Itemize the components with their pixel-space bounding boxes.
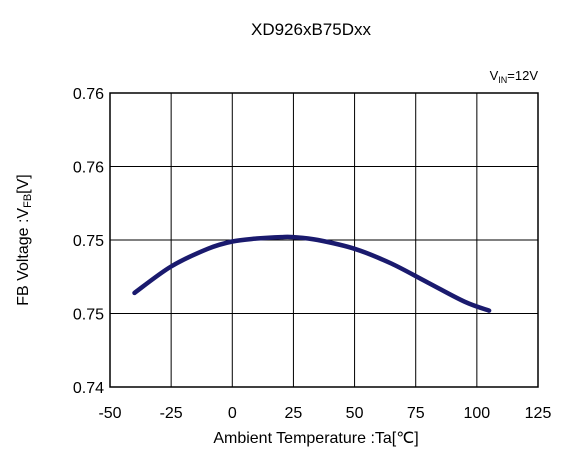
x-tick-label: -25 xyxy=(160,405,183,422)
x-tick-label: 25 xyxy=(285,405,303,422)
y-tick-label: 0.75 xyxy=(73,307,104,324)
x-tick-label: 125 xyxy=(525,405,552,422)
series-group xyxy=(132,234,492,313)
plot-frame xyxy=(109,92,539,388)
x-tick-label: 0 xyxy=(228,405,237,422)
y-tick-label: 0.76 xyxy=(73,86,104,103)
x-axis-label: Ambient Temperature :Ta[℃] xyxy=(213,430,418,447)
x-tick-label: 100 xyxy=(464,405,491,422)
y-tick-label: 0.76 xyxy=(73,160,104,177)
series-line xyxy=(132,234,492,313)
chart-title: XD926xB75Dxx xyxy=(251,20,372,39)
y-axis-label: FB Voltage :VFB[V] xyxy=(15,174,34,305)
y-axis-tick-labels: 0.74 0.75 0.75 0.76 0.76 xyxy=(73,86,104,397)
x-axis-tick-labels: -50 -25 0 25 50 75 100 125 xyxy=(98,405,551,422)
y-tick-label: 0.75 xyxy=(73,233,104,250)
x-tick-label: -50 xyxy=(98,405,121,422)
condition-label: VIN=12V xyxy=(490,68,539,85)
x-tick-label: 50 xyxy=(346,405,364,422)
x-tick-label: 75 xyxy=(407,405,425,422)
y-tick-label: 0.74 xyxy=(73,380,104,397)
